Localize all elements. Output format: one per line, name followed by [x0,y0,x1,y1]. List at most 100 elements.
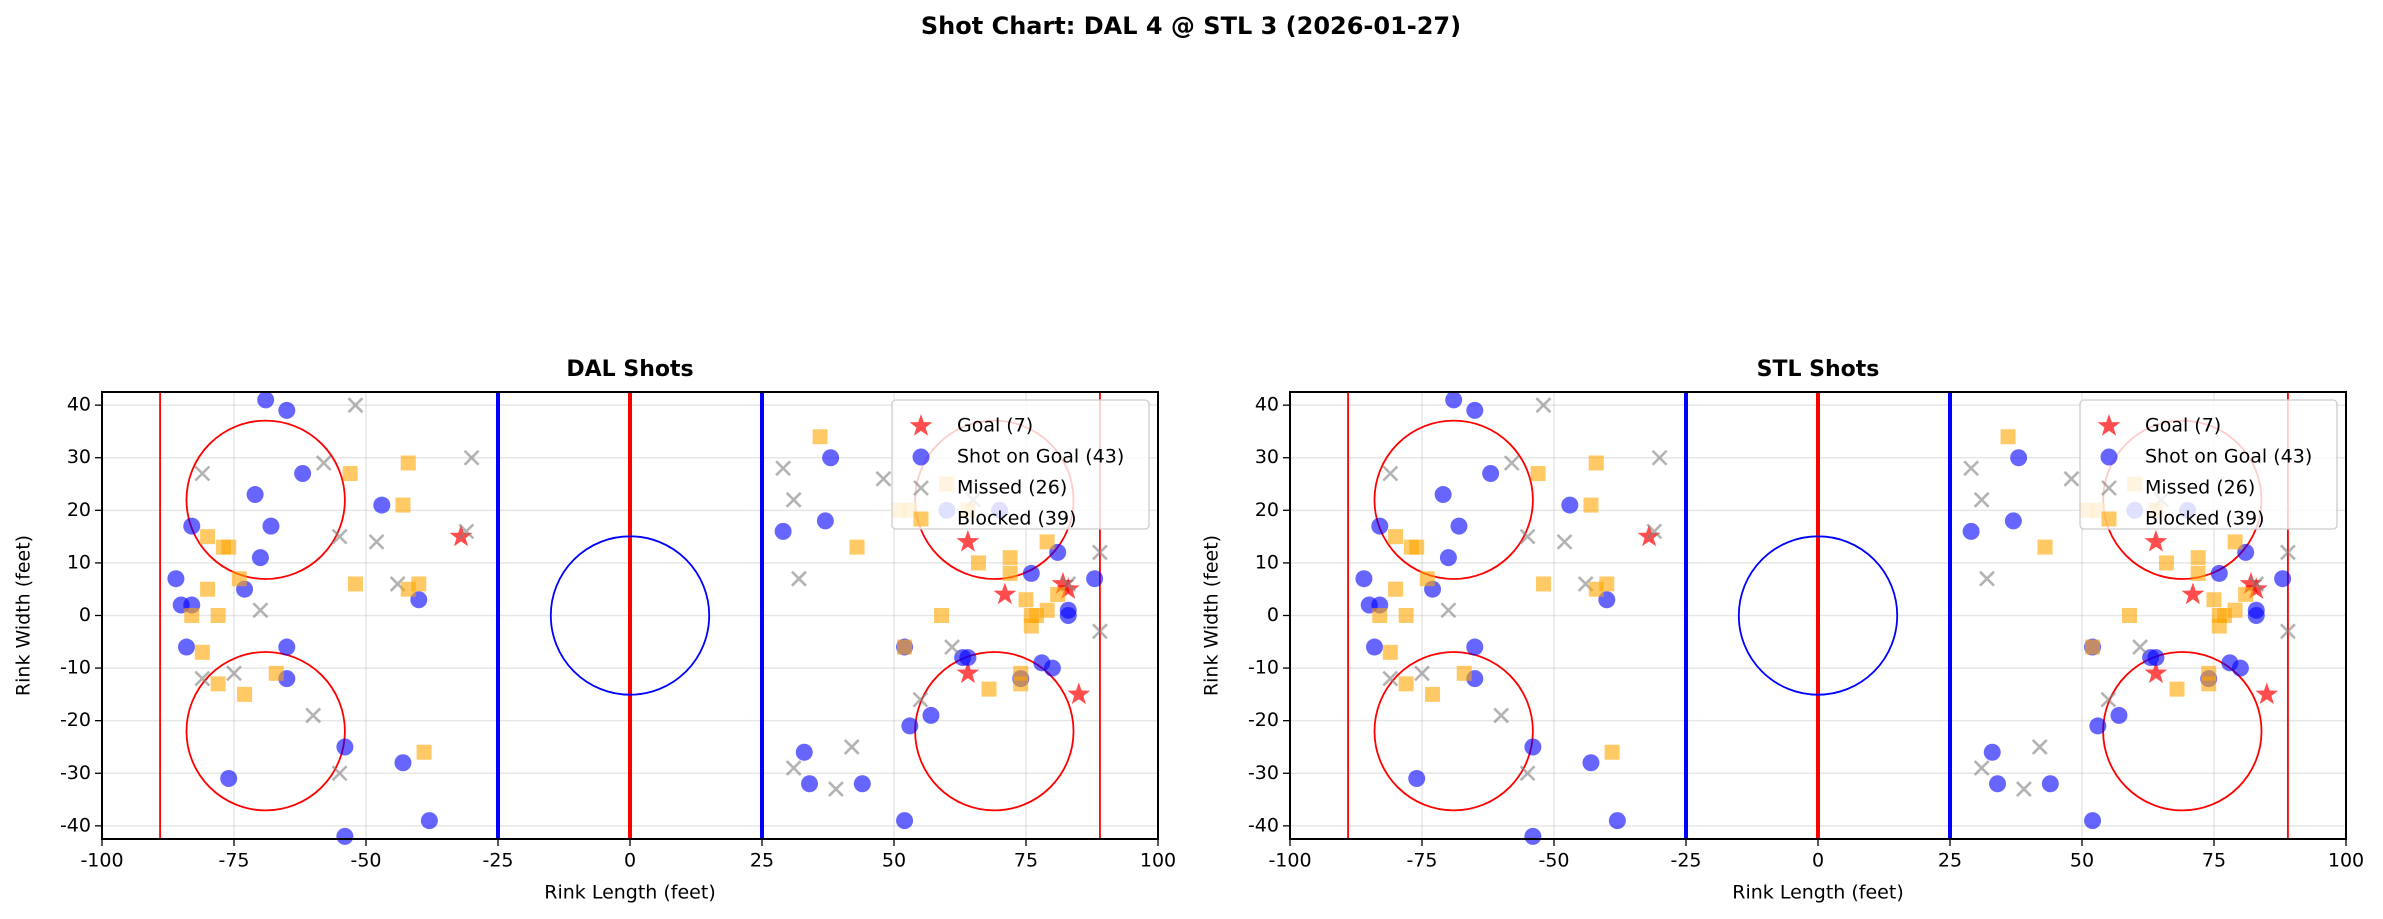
shot-point [1556,533,1573,550]
shot-point [194,670,211,687]
shot-point [970,555,986,571]
shot-point [2037,539,2053,555]
shot-point [220,770,238,788]
shot-point [875,470,892,487]
shot-point [785,491,802,508]
legend-label: Missed (26) [2145,477,2255,499]
y-tick-label: -30 [60,762,91,784]
shot-point [183,517,201,535]
shot-point [1440,602,1457,619]
shot-point [2238,586,2254,602]
shot-point [1355,570,1373,588]
axes-frame [1289,391,2347,840]
axes-frame [101,391,1159,840]
shot-point [331,528,348,545]
shot-point [828,781,844,797]
shot-point [1409,539,1425,555]
x-tick-label: -50 [350,850,381,872]
shot-point [347,576,363,592]
shot-point [1466,638,1484,656]
shot-point [400,455,416,471]
shot-point [2031,739,2048,755]
shot-point [812,429,828,445]
y-tick-label: -40 [1248,814,1279,836]
shot-point [1530,466,1546,482]
shot-point [1503,455,1520,471]
x-tick-label: -25 [1670,850,1701,872]
shot-point [1086,570,1104,588]
shot-point [278,638,296,656]
shot-point [922,706,940,724]
shot-point [237,686,253,702]
shot-point [416,744,432,760]
shot-point [194,465,211,482]
faceoff-circle [1373,419,1534,580]
shot-point [956,529,980,552]
shot-point [268,665,284,681]
x-tick-label: 25 [1938,850,1962,872]
shot-point [1445,391,1463,409]
legend-box [2079,399,2338,530]
y-tick-label: 20 [1255,499,1279,521]
legend-marker [2101,511,2117,527]
shot-point [1989,775,2007,793]
shot-point [1018,592,1034,608]
y-tick-label: -10 [1248,657,1279,679]
shot-point [2132,639,2148,655]
shot-point [785,760,802,776]
shot-point [1092,623,1108,640]
shot-point [1371,517,1389,535]
x-tick-label: -25 [482,850,513,872]
shot-point [1450,517,1468,535]
shot-point [246,486,264,504]
shot-point [1408,770,1426,788]
shot-point [1535,576,1551,592]
shot-point [896,812,914,830]
shot-point [1535,397,1552,414]
shot-point [801,775,819,793]
shot-point [993,582,1017,605]
shot-point [1365,638,1383,656]
x-tick-label: 25 [750,850,774,872]
shot-point [2169,681,2185,697]
x-tick-label: 50 [882,850,906,872]
figure-title: Shot Chart: DAL 4 @ STL 3 (2026-01-27) [921,12,1461,40]
y-tick-label: -30 [1248,762,1279,784]
shot-point [1398,676,1414,692]
shot-point [210,608,226,623]
shot-point [184,608,200,623]
shot-point [1604,744,1620,760]
shot-point [901,717,919,735]
shot-point [1092,544,1108,561]
shot-point [1382,670,1399,687]
shot-point [1439,549,1457,567]
y-axis-label: Rink Width (feet) [13,535,35,696]
shot-point [774,522,792,540]
shot-point [1583,497,1599,513]
shot-point [897,639,913,655]
shot-point [1050,586,1066,602]
shot-point [305,707,322,724]
shot-point [1388,581,1404,597]
shot-point [395,497,411,513]
shot-point [373,496,391,514]
shot-point [934,608,950,623]
legend-label: Shot on Goal (43) [957,446,1124,468]
shot-point [2227,602,2243,618]
shot-point [1588,455,1604,471]
legend-box [891,399,1150,530]
shot-point [1582,754,1600,772]
shot-point [2100,691,2117,708]
x-tick-label: 100 [1140,850,1176,872]
shot-point [853,775,871,793]
y-tick-label: -20 [60,709,91,731]
shot-point [347,397,364,414]
y-tick-label: -10 [60,657,91,679]
shot-point [463,449,480,466]
shot-point [1456,665,1472,681]
x-tick-label: 75 [1014,850,1038,872]
y-tick-label: -40 [60,814,91,836]
shot-point [1608,812,1626,830]
y-tick-label: 10 [67,551,91,573]
